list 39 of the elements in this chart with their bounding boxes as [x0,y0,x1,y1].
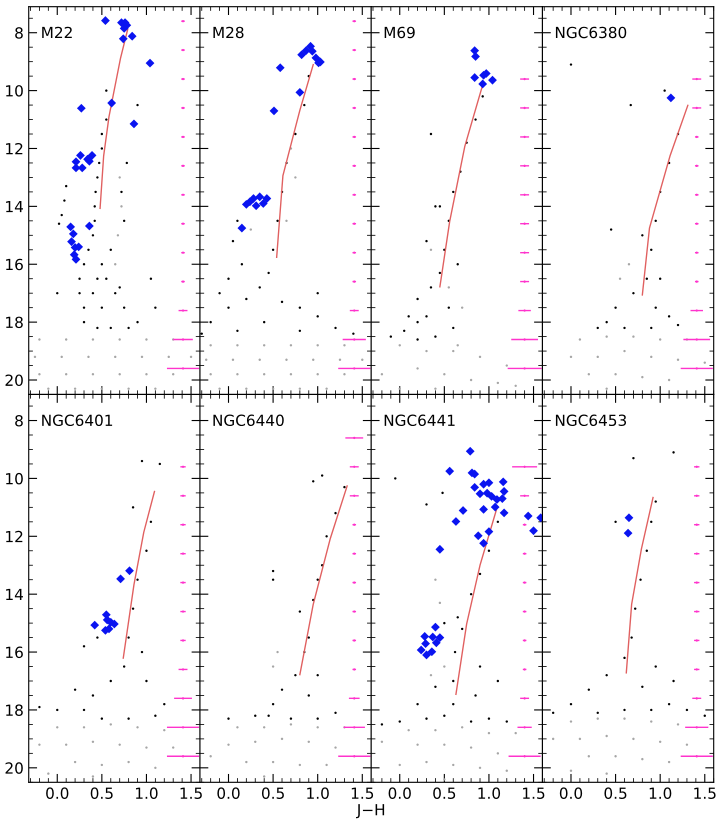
x-tick-label: 1.0 [307,787,329,799]
x-tick-label: 1.5 [352,788,374,799]
y-tick-label: 12 [6,530,22,542]
y-tick-label: 10 [6,85,23,97]
y-tick-label: 8 [15,414,23,427]
x-axis-title: J−H [356,804,384,818]
x-tick-label: 0.0 [46,787,68,799]
y-tick-label: 20 [6,374,23,386]
y-tick-label: 18 [6,316,23,328]
text: NGC6440 [213,414,284,426]
y-tick-label: 14 [6,588,23,600]
text: NGC6401 [42,414,112,426]
text: M28 [213,26,244,38]
x-tick-label: 0.0 [388,787,411,799]
text: NGC6380 [556,26,626,38]
x-tick-label: 1.5 [180,788,202,799]
x-tick-label: 0.5 [262,787,284,799]
y-tick-label: 12 [6,142,22,154]
x-tick-label: 0.5 [90,787,113,799]
y-tick-label: 14 [6,201,23,212]
text: NGC6453 [556,414,626,426]
y-tick-label: 16 [6,646,23,658]
x-tick-label: 1.5 [694,788,716,799]
x-tick-label: 1.0 [136,787,158,799]
x-tick-label: 0.0 [560,787,582,799]
y-tick-label: 8 [15,27,23,39]
x-tick-label: 1.0 [478,787,500,799]
y-tick-label: 18 [6,704,23,716]
x-tick-label: 1.0 [650,787,672,799]
x-tick-label: 0.0 [217,787,240,799]
x-tick-label: 0.5 [604,787,626,799]
y-tick-label: 10 [6,472,23,484]
y-tick-label: 16 [6,258,23,270]
text: NGC6441 [384,414,455,426]
x-tick-label: 0.5 [433,787,456,799]
text: M22 [42,26,72,38]
text: M69 [384,26,415,38]
y-tick-label: 20 [6,762,23,774]
x-tick-label: 1.5 [523,788,544,799]
